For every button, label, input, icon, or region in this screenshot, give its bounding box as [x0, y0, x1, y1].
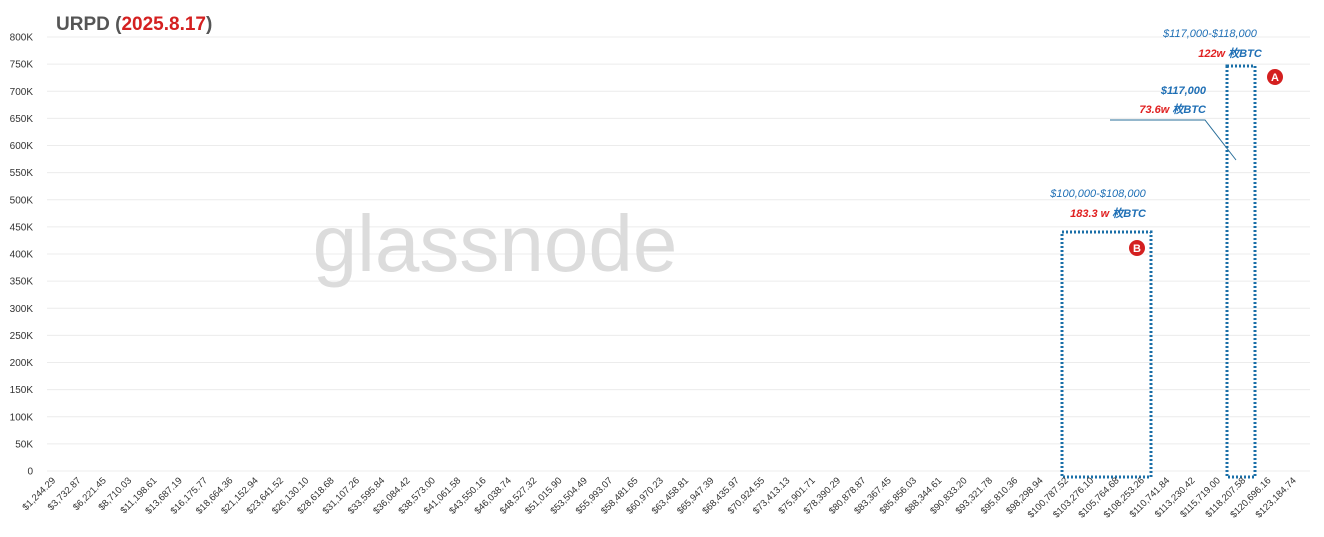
watermark: glassnode: [313, 199, 678, 288]
marker-badge: [1267, 69, 1283, 85]
y-tick-label: 500K: [10, 195, 34, 206]
y-tick-label: 800K: [10, 33, 34, 44]
annotation-part: $117,000-$118,000: [1162, 28, 1258, 40]
annotation: $100,000-$108,000: [1049, 188, 1146, 200]
y-tick-label: 300K: [10, 304, 34, 315]
y-tick-label: 150K: [10, 385, 34, 396]
y-tick-label: 750K: [10, 60, 34, 71]
annotation-part: 122w: [1198, 48, 1226, 60]
y-tick-label: 600K: [10, 141, 34, 152]
annotation-part: 枚BTC: [1225, 47, 1263, 60]
marker-badge: [1129, 240, 1145, 256]
annotation: $117,000-$118,000: [1162, 28, 1258, 40]
y-tick-label: 650K: [10, 114, 34, 125]
annotation-part: 枚BTC: [1109, 207, 1147, 220]
title-date: 2025.8.17: [121, 14, 206, 35]
annotation-part: 183.3 w: [1070, 208, 1111, 220]
y-tick-label: 0: [27, 467, 33, 478]
y-tick-label: 100K: [10, 412, 34, 423]
chart-title: URPD (2025.8.17): [56, 14, 212, 35]
y-tick-label: 550K: [10, 168, 34, 179]
highlight-box-b: [1060, 230, 1153, 479]
title-main: URPD (: [56, 14, 122, 35]
annotation-part: $100,000-$108,000: [1049, 188, 1146, 200]
annotation-part: 枚BTC: [1169, 103, 1207, 116]
title-close: ): [206, 14, 212, 35]
pointer-line: [1110, 119, 1237, 161]
y-tick-label: 700K: [10, 87, 34, 98]
annotation: 73.6w 枚BTC: [1139, 103, 1207, 116]
marker-label: A: [1271, 72, 1279, 84]
y-tick-label: 50K: [15, 439, 33, 450]
y-tick-label: 200K: [10, 358, 34, 369]
y-tick-label: 450K: [10, 222, 34, 233]
annotation: 122w 枚BTC: [1198, 47, 1263, 60]
y-tick-label: 400K: [10, 250, 34, 261]
highlight-box-a: [1225, 64, 1257, 479]
annotation-part: 73.6w: [1139, 104, 1170, 116]
annotation: 183.3 w 枚BTC: [1070, 207, 1147, 220]
y-tick-label: 350K: [10, 277, 34, 288]
marker-label: B: [1133, 243, 1141, 255]
y-tick-label: 250K: [10, 331, 34, 342]
annotation-part: $117,000: [1160, 85, 1207, 97]
annotation: $117,000: [1160, 85, 1207, 97]
